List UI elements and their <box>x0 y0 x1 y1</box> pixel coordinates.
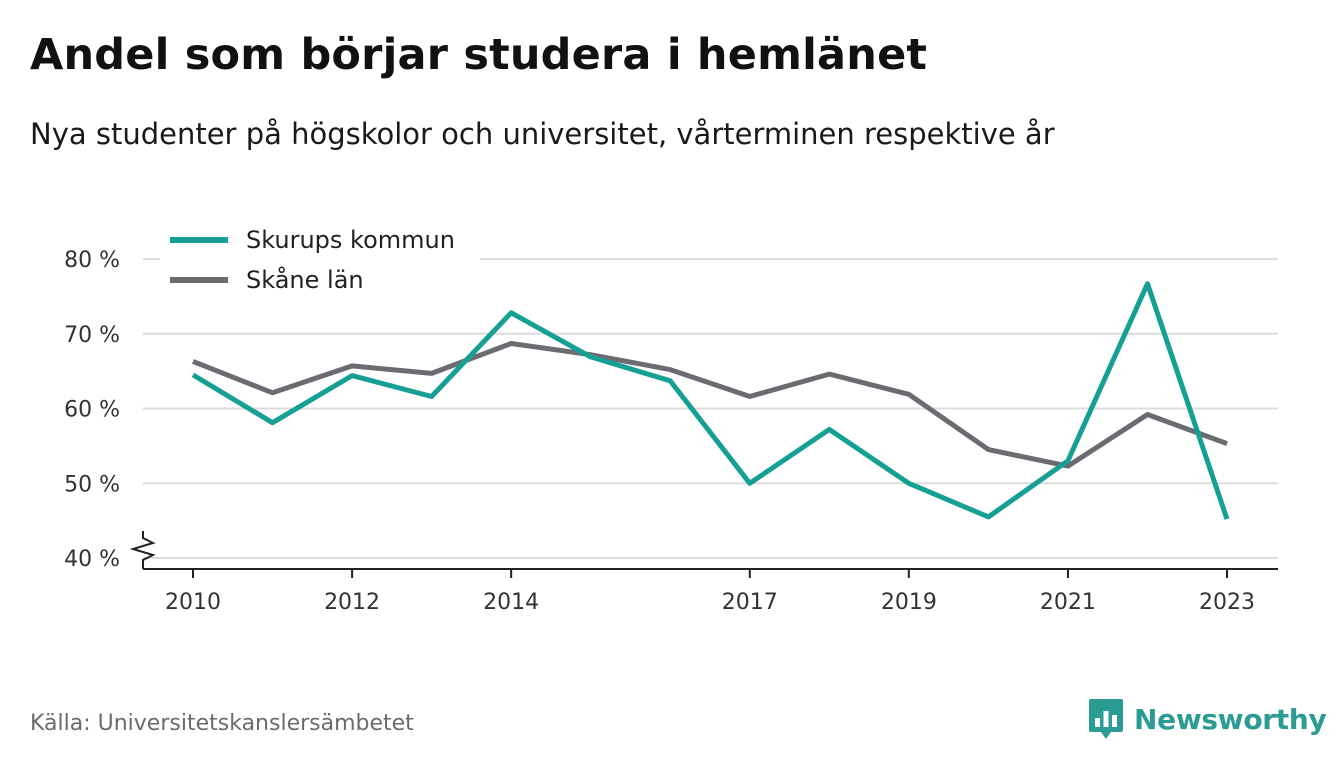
legend: Skurups kommun Skåne län <box>160 220 480 300</box>
legend-label: Skurups kommun <box>246 226 455 254</box>
newsworthy-logo-icon <box>1089 699 1123 739</box>
legend-background <box>160 220 480 300</box>
x-tick-label: 2023 <box>1199 590 1255 615</box>
y-axis: 40 % 50 % 60 % 70 % 80 % <box>64 248 156 572</box>
chart-title: Andel som börjar studera i hemlänet <box>30 30 928 80</box>
x-tick-label: 2017 <box>722 590 778 615</box>
y-tick-label: 60 % <box>64 398 120 423</box>
series-line <box>192 341 1228 469</box>
x-tick-label: 2014 <box>483 590 539 615</box>
y-tick-label: 40 % <box>64 547 120 572</box>
x-tick-label: 2019 <box>881 590 937 615</box>
y-tick-label: 80 % <box>64 248 120 273</box>
brand-logo[interactable]: Newsworthy <box>1088 697 1327 741</box>
brand-name: Newsworthy <box>1134 702 1327 736</box>
series-lines <box>191 281 1230 520</box>
line-chart: 40 %50 %60 %70 %80 % 2010 2012 2014 2017 201… <box>64 220 1278 615</box>
y-axis-break <box>129 531 156 569</box>
x-tick-label: 2021 <box>1040 590 1096 615</box>
source-note: Källa: Universitetskanslersämbetet <box>30 711 414 736</box>
gridlines <box>143 258 1278 559</box>
x-axis: 2010 2012 2014 2017 2019 2021 2023 <box>143 568 1278 615</box>
x-tick-label: 2012 <box>324 590 380 615</box>
y-tick-label: 70 % <box>64 323 120 348</box>
y-tick-label: 50 % <box>64 472 120 497</box>
legend-label: Skåne län <box>246 265 364 294</box>
series-line <box>191 281 1230 520</box>
x-tick-label: 2010 <box>165 590 221 615</box>
chart-subtitle: Nya studenter på högskolor och universit… <box>30 117 1055 151</box>
